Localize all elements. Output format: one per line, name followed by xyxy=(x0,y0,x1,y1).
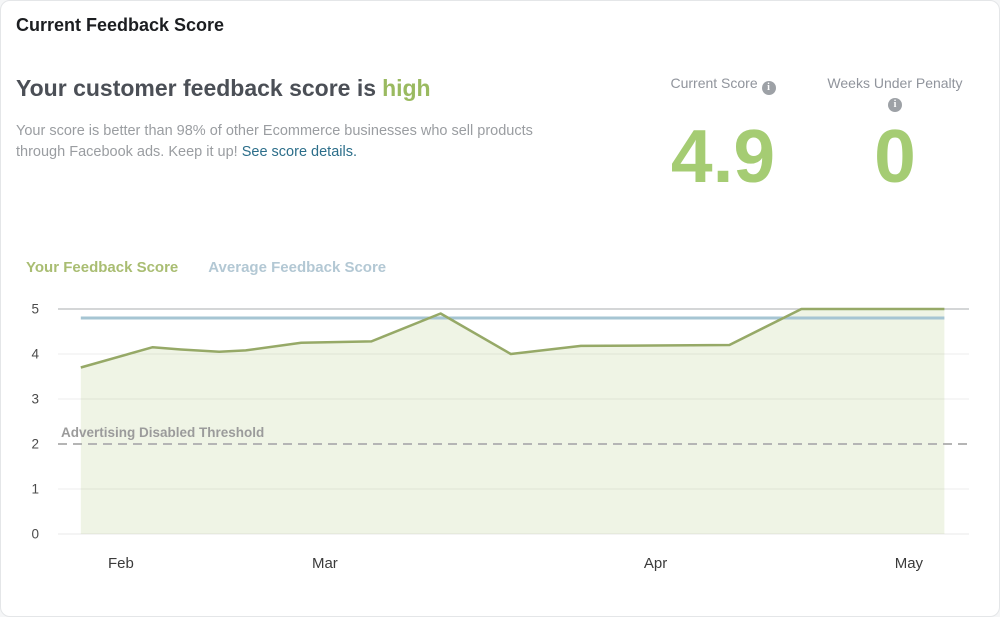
score-heading: Your customer feedback score is high xyxy=(16,75,431,102)
weeks-under-penalty-stat: Weeks Under Penalty i 0 xyxy=(809,75,981,194)
score-heading-text: Your customer feedback score is xyxy=(16,75,377,101)
weeks-under-penalty-label: Weeks Under Penalty xyxy=(827,75,963,91)
legend-average-feedback-score[interactable]: Average Feedback Score xyxy=(208,259,387,276)
current-score-label-row: Current Score i xyxy=(637,75,809,95)
score-description-text: Your score is better than 98% of other E… xyxy=(16,123,533,160)
score-description: Your score is better than 98% of other E… xyxy=(16,121,568,163)
feedback-chart: Advertising Disabled Threshold 0 1 2 3 4 5 Feb M… xyxy=(1,291,999,601)
y-tick-1: 1 xyxy=(31,482,39,497)
y-tick-5: 5 xyxy=(31,302,39,317)
x-tick-Apr: Apr xyxy=(644,555,667,572)
x-tick-Mar: Mar xyxy=(312,555,338,572)
threshold-label: Advertising Disabled Threshold xyxy=(61,425,264,440)
page-title: Current Feedback Score xyxy=(16,15,225,35)
score-heading-highlight: high xyxy=(382,75,431,101)
weeks-under-penalty-value: 0 xyxy=(874,114,916,198)
stats-panel: Current Score i 4.9 Weeks Under Penalty … xyxy=(637,75,981,194)
y-tick-0: 0 xyxy=(31,527,39,542)
info-icon[interactable]: i xyxy=(888,98,902,112)
current-score-stat: Current Score i 4.9 xyxy=(637,75,809,194)
your-feedback-score-line xyxy=(80,307,945,369)
y-tick-4: 4 xyxy=(31,347,39,362)
info-icon[interactable]: i xyxy=(761,81,776,95)
feedback-chart-svg: Advertising Disabled Threshold 0 1 2 3 4 5 Feb M… xyxy=(31,302,969,572)
legend-your-feedback-score[interactable]: Your Feedback Score xyxy=(26,259,179,276)
x-tick-Feb: Feb xyxy=(108,555,134,572)
your-feedback-score-area xyxy=(80,309,945,534)
y-tick-3: 3 xyxy=(31,392,39,407)
current-score-label: Current Score xyxy=(670,75,758,91)
x-tick-May: May xyxy=(895,555,924,572)
see-score-details-link[interactable]: See score details. xyxy=(241,144,357,160)
current-score-value: 4.9 xyxy=(670,114,776,198)
chart-legend: Your Feedback Score Average Feedback Sco… xyxy=(26,259,386,276)
y-tick-2: 2 xyxy=(31,437,39,452)
